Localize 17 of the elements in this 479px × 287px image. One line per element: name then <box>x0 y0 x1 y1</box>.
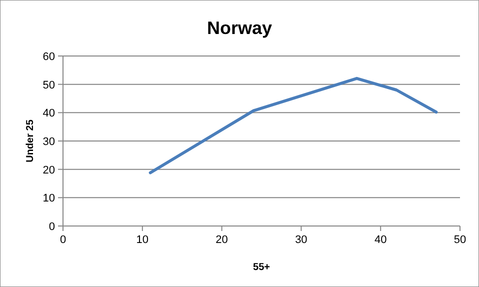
x-axis-title: 55+ <box>253 262 270 273</box>
y-tick-label: 10 <box>42 192 55 205</box>
y-tick-label: 20 <box>42 164 55 176</box>
y-tick-label: 50 <box>42 79 55 92</box>
x-tick-label: 0 <box>60 234 66 246</box>
y-tick-label: 40 <box>42 108 55 120</box>
y-tick-label: 30 <box>42 136 55 148</box>
x-tick-label: 50 <box>454 234 466 246</box>
x-tick-label: 40 <box>374 234 387 246</box>
x-tick-label: 10 <box>136 234 149 246</box>
y-axis-title: Under 25 <box>25 119 36 162</box>
y-tick-label: 0 <box>48 221 55 233</box>
x-tick-label: 30 <box>295 234 308 246</box>
chart-title: Norway <box>206 18 272 38</box>
x-tick-label: 20 <box>216 234 228 246</box>
y-tick-label: 60 <box>42 51 55 63</box>
line-series <box>148 76 438 174</box>
